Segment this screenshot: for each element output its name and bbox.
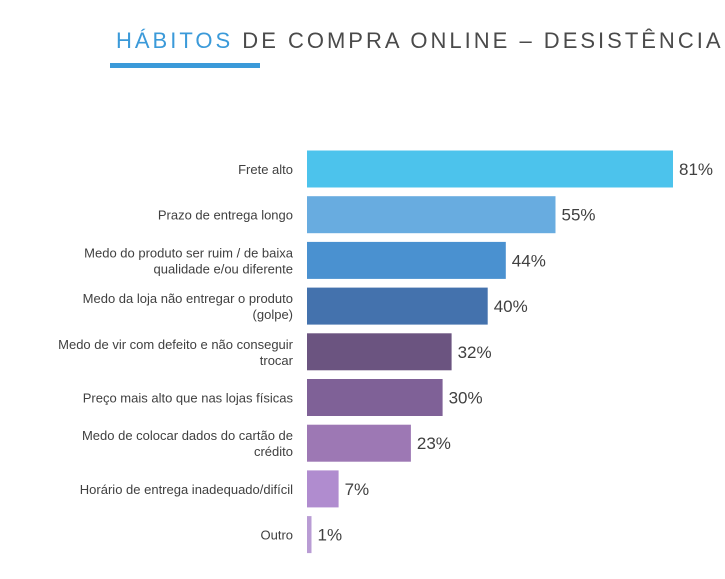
category-label-1: Prazo de entrega longo <box>158 208 293 223</box>
value-label-4: 32% <box>458 343 492 362</box>
bar-3 <box>307 287 488 325</box>
value-label-0: 81% <box>679 160 713 179</box>
category-label-6-line-1: crédito <box>254 444 293 459</box>
category-label-2-line-1: qualidade e/ou diferente <box>153 261 293 276</box>
title-underline <box>110 63 260 68</box>
category-label-8: Outro <box>260 528 293 543</box>
category-label-6-line-0: Medo de colocar dados do cartão de <box>82 428 293 443</box>
category-label-3-line-1: (golpe) <box>253 307 293 322</box>
chart-title-accent: HÁBITOS <box>116 28 234 53</box>
category-label-2-line-0: Medo do produto ser ruim / de baixa <box>84 245 294 260</box>
category-label-4-line-0: Medo de vir com defeito e não conseguir <box>58 337 294 352</box>
category-label-5: Preço mais alto que nas lojas físicas <box>83 391 294 406</box>
category-label-0: Frete alto <box>238 162 293 177</box>
value-label-1: 55% <box>562 206 596 225</box>
bar-7 <box>307 470 339 508</box>
bar-6 <box>307 424 411 462</box>
value-label-8: 1% <box>318 526 343 545</box>
chart-title: HÁBITOS DE COMPRA ONLINE – DESISTÊNCIA <box>116 28 724 54</box>
value-label-5: 30% <box>449 389 483 408</box>
bar-8 <box>307 516 312 554</box>
bar-1 <box>307 196 556 234</box>
category-label-4-line-1: trocar <box>260 353 294 368</box>
bar-2 <box>307 241 506 279</box>
value-label-3: 40% <box>494 297 528 316</box>
bar-4 <box>307 333 452 371</box>
category-label-3-line-0: Medo da loja não entregar o produto <box>83 291 293 306</box>
value-label-7: 7% <box>345 480 370 499</box>
value-label-2: 44% <box>512 251 546 270</box>
bar-0 <box>307 150 673 188</box>
category-label-7: Horário de entrega inadequado/difícil <box>80 482 293 497</box>
chart-title-rest: DE COMPRA ONLINE – DESISTÊNCIA <box>233 28 724 53</box>
bar-5 <box>307 379 443 416</box>
value-label-6: 23% <box>417 434 451 453</box>
